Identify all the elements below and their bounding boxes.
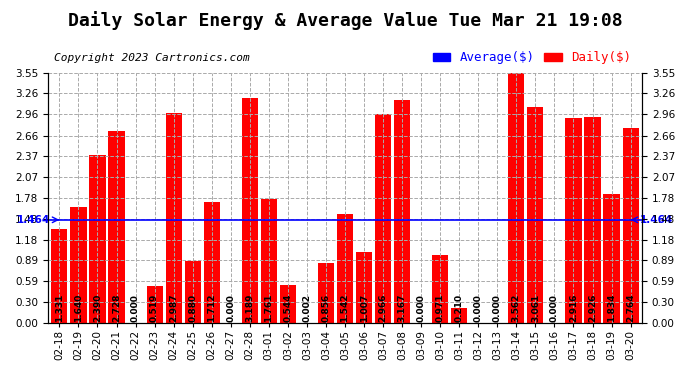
Bar (584, 117, 600, 323)
Bar (185, 261, 201, 323)
Text: 1.007: 1.007 (359, 293, 368, 321)
Bar (375, 114, 391, 323)
Text: 0.544: 0.544 (284, 293, 293, 321)
Text: 0.000: 0.000 (226, 294, 235, 321)
Text: 1.834: 1.834 (607, 293, 616, 321)
Bar (604, 194, 620, 323)
Bar (279, 285, 296, 323)
Text: 3.061: 3.061 (531, 293, 540, 321)
Text: 2.764: 2.764 (626, 293, 635, 321)
Bar (318, 262, 334, 323)
Text: 1.761: 1.761 (264, 293, 273, 321)
Text: 2.926: 2.926 (588, 293, 597, 321)
Text: 0.000: 0.000 (474, 294, 483, 321)
Bar (204, 202, 220, 323)
Bar (337, 214, 353, 323)
Text: 0.519: 0.519 (150, 293, 159, 321)
Legend: Average($), Daily($): Average($), Daily($) (428, 46, 636, 69)
Bar (70, 207, 86, 323)
Text: 2.728: 2.728 (112, 293, 121, 321)
Text: Copyright 2023 Cartronics.com: Copyright 2023 Cartronics.com (54, 53, 250, 63)
Text: 2.916: 2.916 (569, 293, 578, 321)
Text: 0.000: 0.000 (550, 294, 559, 321)
Bar (166, 112, 181, 323)
Text: 0.210: 0.210 (455, 293, 464, 321)
Text: 0.856: 0.856 (322, 293, 331, 321)
Text: 1.712: 1.712 (207, 293, 216, 321)
Bar (51, 229, 68, 323)
Text: 0.971: 0.971 (435, 293, 444, 321)
Text: 3.167: 3.167 (397, 293, 406, 321)
Text: 0.000: 0.000 (131, 294, 140, 321)
Text: 1.464: 1.464 (640, 215, 673, 225)
Text: 1.542: 1.542 (340, 293, 350, 321)
Bar (90, 154, 106, 323)
Text: 2.390: 2.390 (93, 293, 102, 321)
Bar (146, 286, 163, 323)
Bar (451, 308, 467, 323)
Bar (509, 72, 524, 323)
Text: 1.331: 1.331 (55, 293, 64, 321)
Bar (241, 98, 258, 323)
Text: 1.640: 1.640 (74, 293, 83, 321)
Bar (527, 107, 544, 323)
Text: 0.002: 0.002 (302, 294, 311, 321)
Bar (356, 252, 372, 323)
Text: 0.880: 0.880 (188, 293, 197, 321)
Text: 3.189: 3.189 (246, 293, 255, 321)
Bar (108, 131, 125, 323)
Text: 2.987: 2.987 (169, 293, 178, 321)
Text: 3.562: 3.562 (512, 293, 521, 321)
Bar (394, 100, 411, 323)
Text: Daily Solar Energy & Average Value Tue Mar 21 19:08: Daily Solar Energy & Average Value Tue M… (68, 11, 622, 30)
Text: 0.000: 0.000 (493, 294, 502, 321)
Bar (565, 117, 582, 323)
Bar (261, 199, 277, 323)
Bar (622, 128, 639, 323)
Bar (432, 255, 448, 323)
Text: 2.966: 2.966 (379, 293, 388, 321)
Text: 1.464: 1.464 (17, 215, 50, 225)
Text: 0.000: 0.000 (417, 294, 426, 321)
